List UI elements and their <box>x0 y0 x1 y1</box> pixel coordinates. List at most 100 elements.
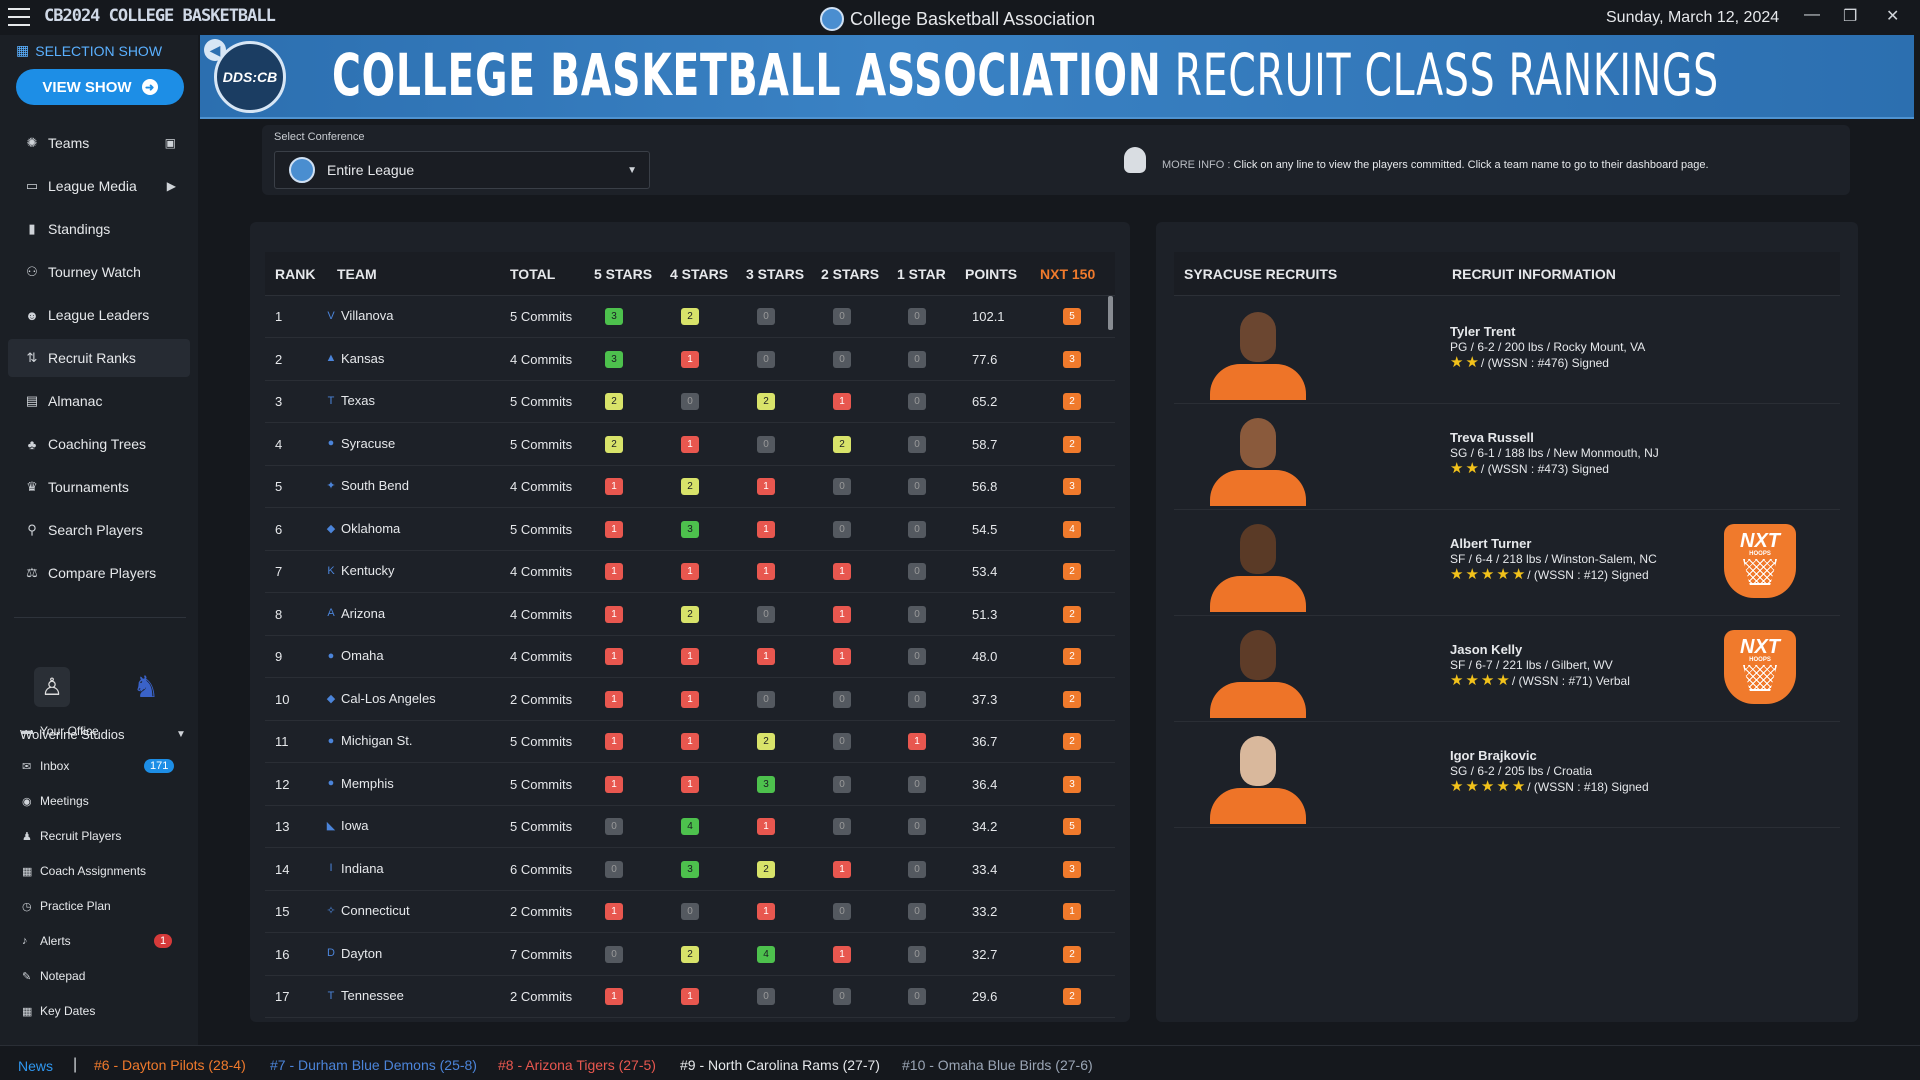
sidebar-item-coaching-trees[interactable]: ♣ Coaching Trees <box>8 425 190 463</box>
conference-select[interactable]: Entire League ▼ <box>274 151 650 189</box>
sidebar-sub-inbox[interactable]: ✉ Inbox <box>22 759 70 773</box>
team-link[interactable]: ◆ Cal-Los Angeles <box>326 690 436 706</box>
points-cell: 56.8 <box>972 479 998 494</box>
sidebar-item-recruit-ranks[interactable]: ⇅ Recruit Ranks <box>8 339 190 377</box>
ticker-item[interactable]: #6 - Dayton Pilots (28-4) <box>94 1057 246 1073</box>
col-5-stars[interactable]: 5 STARS <box>594 266 653 282</box>
sidebar-item-league-media[interactable]: ▭ League Media ▶ <box>25 178 176 194</box>
team-link[interactable]: ● Syracuse <box>325 436 396 451</box>
news-label[interactable]: News <box>18 1058 54 1074</box>
points-cell: 48.0 <box>972 649 998 664</box>
restore-icon[interactable]: ❐ <box>1843 8 1858 25</box>
recruit-card[interactable]: Igor Brajkovic SG / 6-2 / 205 lbs / Croat… <box>1174 722 1840 828</box>
table-row[interactable]: 14 I Indiana 6 Commits 0 3 2 1 0 33.4 3 <box>265 849 1115 891</box>
table-row[interactable]: 2 ▲ Kansas 4 Commits 3 1 0 0 0 77.6 3 <box>265 339 1115 381</box>
sidebar-sub-key-dates[interactable]: ▦ Key Dates <box>22 1004 96 1018</box>
col-nxt-150[interactable]: NXT 150 <box>1040 266 1096 282</box>
col-2-stars[interactable]: 2 STARS <box>821 266 880 282</box>
team-link[interactable]: ◣ Iowa <box>326 818 369 833</box>
star-count-badge: 0 <box>681 393 699 410</box>
table-row[interactable]: 10 ◆ Cal-Los Angeles 2 Commits 1 1 0 0 0 37.3 2 <box>265 679 1115 721</box>
close-icon[interactable]: ✕ <box>1886 8 1900 25</box>
col-points[interactable]: POINTS <box>965 266 1018 282</box>
sidebar-sub-notepad[interactable]: ✎ Notepad <box>22 969 86 983</box>
sidebar-item-teams[interactable]: ✺ Teams ▣ <box>8 124 190 162</box>
col-1-star[interactable]: 1 STAR <box>897 266 946 282</box>
sidebar-item-tourney-watch[interactable]: ⚇ Tourney Watch <box>8 253 190 291</box>
ticker-item[interactable]: #8 - Arizona Tigers (27-5) <box>498 1057 656 1073</box>
team-link[interactable]: ▲ Kansas <box>325 350 385 366</box>
col-4-stars[interactable]: 4 STARS <box>670 266 729 282</box>
back-arrow-icon[interactable]: ◀ <box>204 39 226 61</box>
col-total[interactable]: TOTAL <box>510 266 556 282</box>
team-link[interactable]: ● Omaha <box>325 648 384 663</box>
team-link[interactable]: D Dayton <box>325 946 382 961</box>
table-row[interactable]: 6 ◆ Oklahoma 5 Commits 1 3 1 0 0 54.5 4 <box>265 509 1115 551</box>
hamburger-menu-icon[interactable] <box>8 8 30 26</box>
team-link[interactable]: ● Michigan St. <box>325 733 413 748</box>
star-icon: ★ <box>1465 672 1479 689</box>
team-link[interactable]: ✦ South Bend <box>326 478 409 493</box>
table-row[interactable]: 1 V Villanova 5 Commits 3 2 0 0 0 102.1 5 <box>265 296 1115 338</box>
view-show-button[interactable]: VIEW SHOW ➜ <box>16 69 184 105</box>
table-row[interactable]: 17 T Tennessee 2 Commits 1 1 0 0 0 29.6 2 <box>265 976 1115 1018</box>
col-3-stars[interactable]: 3 STARS <box>746 266 805 282</box>
sidebar-item-compare-players[interactable]: ⚖ Compare Players <box>8 554 190 592</box>
chevron-down-icon[interactable]: ▼ <box>176 729 186 740</box>
table-row[interactable]: 11 ● Michigan St. 5 Commits 1 1 2 0 1 36.7 2 <box>265 721 1115 763</box>
sidebar-item-tournaments[interactable]: ♛ Tournaments <box>8 468 190 506</box>
recruit-card[interactable]: Jason Kelly SF / 6-7 / 221 lbs / Gilbert,… <box>1174 616 1840 722</box>
table-row[interactable]: 12 ● Memphis 5 Commits 1 1 3 0 0 36.4 3 <box>265 764 1115 806</box>
total-commits-cell: 2 Commits <box>510 691 573 707</box>
col-team[interactable]: TEAM <box>337 266 377 282</box>
table-row[interactable]: 15 ✧ Connecticut 2 Commits 1 0 1 0 0 33.2 1 <box>265 891 1115 933</box>
recruit-name[interactable]: Albert Turner <box>1450 536 1532 551</box>
sidebar-item-standings[interactable]: ▮ Standings <box>8 210 190 248</box>
sidebar-item-search-players[interactable]: ⚲ Search Players <box>8 511 190 549</box>
team-link[interactable]: A Arizona <box>325 606 385 621</box>
ticker-item[interactable]: #10 - Omaha Blue Birds (27-6) <box>902 1057 1093 1073</box>
sidebar-sub-coach-assignments[interactable]: ▦ Coach Assignments <box>22 864 147 878</box>
sidebar-sub-your-office[interactable]: ▬ Your Office <box>22 724 99 738</box>
recruit-name[interactable]: Treva Russell <box>1450 430 1534 445</box>
sidebar-sub-practice-plan[interactable]: ◷ Practice Plan <box>22 899 111 913</box>
table-row[interactable]: 8 A Arizona 4 Commits 1 2 0 1 0 51.3 2 <box>265 594 1115 636</box>
team-link[interactable]: V Villanova <box>325 308 393 323</box>
team-link[interactable]: T Tennessee <box>325 988 404 1003</box>
recruit-name[interactable]: Tyler Trent <box>1450 324 1516 339</box>
recruit-card[interactable]: Tyler Trent PG / 6-2 / 200 lbs / Rocky Mo… <box>1174 298 1840 404</box>
team-link[interactable]: ◆ Oklahoma <box>326 520 401 536</box>
table-row[interactable]: 13 ◣ Iowa 5 Commits 0 4 1 0 0 34.2 5 <box>265 806 1115 848</box>
team-link[interactable]: ● Memphis <box>325 776 394 791</box>
table-row[interactable]: 16 D Dayton 7 Commits 0 2 4 1 0 32.7 2 <box>265 934 1115 976</box>
sidebar-item-league-leaders[interactable]: ☻ League Leaders <box>25 307 150 323</box>
team-link[interactable]: T Texas <box>325 393 375 408</box>
col-rank[interactable]: RANK <box>275 266 316 282</box>
star-count-badge: 1 <box>757 648 775 665</box>
table-row[interactable]: 7 K Kentucky 4 Commits 1 1 1 1 0 53.4 2 <box>265 551 1115 593</box>
table-row[interactable]: 9 ● Omaha 4 Commits 1 1 1 1 0 48.0 2 <box>265 636 1115 678</box>
expand-icon[interactable]: ▣ <box>164 136 176 150</box>
table-row[interactable]: 4 ● Syracuse 5 Commits 2 1 0 2 0 58.7 2 <box>265 424 1115 466</box>
table-row[interactable]: 3 T Texas 5 Commits 2 0 2 1 0 65.2 2 <box>265 381 1115 423</box>
sidebar-sub-meetings[interactable]: ◉ Meetings <box>22 794 89 808</box>
minimize-icon[interactable]: — <box>1804 6 1820 23</box>
recruit-card[interactable]: Treva Russell SG / 6-1 / 188 lbs / New Mo… <box>1174 404 1840 510</box>
table-row[interactable]: 5 ✦ South Bend 4 Commits 1 2 1 0 0 56.8 3 <box>265 466 1115 508</box>
team-link[interactable]: ✧ Connecticut <box>326 903 410 918</box>
recruit-name[interactable]: Jason Kelly <box>1450 642 1523 657</box>
team-link[interactable]: I Indiana <box>325 861 383 876</box>
recruit-name[interactable]: Igor Brajkovic <box>1450 748 1537 763</box>
sidebar-sub-alerts[interactable]: ♪ Alerts <box>22 934 71 948</box>
team-link[interactable]: K Kentucky <box>325 563 394 578</box>
sidebar-sub-recruit-players[interactable]: ♟ Recruit Players <box>22 829 122 843</box>
recruit-card[interactable]: Albert Turner SF / 6-4 / 218 lbs / Winsto… <box>1174 510 1840 616</box>
coach-avatar[interactable]: ♙ <box>34 667 70 707</box>
ticker-item[interactable]: #9 - North Carolina Rams (27-7) <box>680 1057 880 1073</box>
star-count-badge: 1 <box>681 988 699 1005</box>
ticker-item[interactable]: #7 - Durham Blue Demons (25-8) <box>270 1057 477 1073</box>
team-mascot-logo[interactable]: ♞ <box>132 670 160 704</box>
star-count-badge: 0 <box>908 350 926 368</box>
sidebar-item-almanac[interactable]: ▤ Almanac <box>25 393 103 409</box>
table-scrollbar[interactable] <box>1108 296 1113 330</box>
